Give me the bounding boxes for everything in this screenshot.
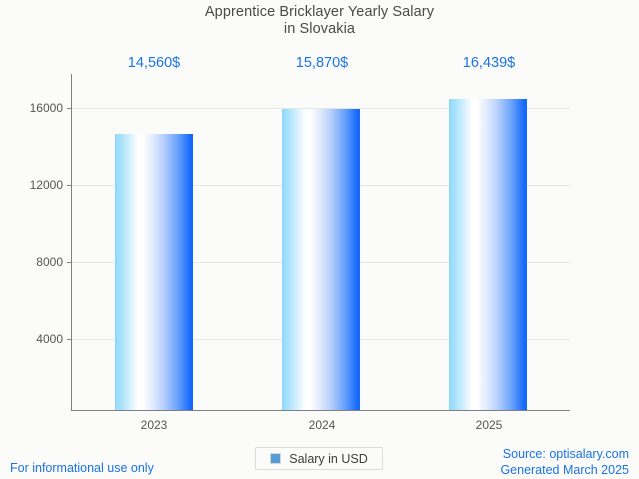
gridline-16000: 16000 [30,101,570,115]
y-tickmark [67,185,72,186]
x-tick-label-2024: 2024 [308,418,336,432]
chart-title: Apprentice Bricklayer Yearly Salary in S… [204,4,435,37]
bar-2023[interactable] [115,134,193,410]
y-tick-label-4000: 4000 [36,332,63,346]
x-tick-label-2025: 2025 [475,418,503,432]
legend-label-salary: Salary in USD [289,451,368,466]
y-tick-label-8000: 8000 [36,255,63,269]
y-tick-label-12000: 12000 [29,178,63,192]
footer-source: Source: optisalary.com Generated March 2… [500,447,629,478]
data-label-2023: 14,560$ [127,55,181,71]
y-tick-label-16000: 16000 [29,101,63,115]
plot-area: 16000 12000 8000 4000 [30,74,570,410]
y-axis-line [71,74,72,411]
footer-generated-line: Generated March 2025 [500,462,629,477]
y-tickmark [67,108,72,109]
x-tick-label-2023: 2023 [140,418,168,432]
bar-2024[interactable] [282,109,360,410]
y-tickmark [67,262,72,263]
chart-legend[interactable]: Salary in USD [255,447,383,470]
bar-2025[interactable] [449,99,527,410]
data-label-2024: 15,870$ [295,55,349,71]
legend-swatch-icon [270,453,282,464]
footer-disclaimer: For informational use only [10,461,154,475]
footer-source-line: Source: optisalary.com [502,447,629,461]
y-tickmark [67,339,72,340]
x-axis-line [71,410,570,411]
data-label-2025: 16,439$ [462,55,516,71]
